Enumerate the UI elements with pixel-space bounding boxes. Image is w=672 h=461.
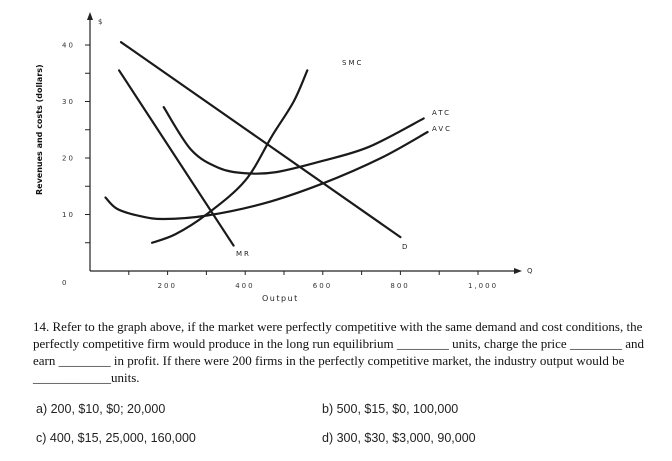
x-tick-label-200: 200 xyxy=(158,282,177,290)
x-axis-title: Output xyxy=(262,294,299,303)
chart-labels: $ Q Output Revenues and costs (dollars) SMC A… xyxy=(35,18,535,303)
question-text: 14. Refer to the graph above, if the mar… xyxy=(33,319,644,385)
x-tick-label-600: 600 xyxy=(313,282,332,290)
answer-option-b[interactable]: b) 500, $15, $0, 100,000 xyxy=(322,402,459,416)
answer-option-c[interactable]: c) 400, $15, 25,000, 160,000 xyxy=(36,431,196,445)
y-tick-label-10: 10 xyxy=(62,211,75,219)
y-tick-label-0: 0 xyxy=(62,279,68,287)
curve-avc xyxy=(104,130,429,221)
curve-label-d: D xyxy=(402,243,409,251)
x-axis-symbol: Q xyxy=(527,267,535,275)
y-axis-title: Revenues and costs (dollars) xyxy=(35,64,44,195)
chart-axes xyxy=(87,12,522,274)
cost-revenue-chart: 0 10 20 30 40 200 400 600 800 1,000 $ Q Output Reven… xyxy=(35,12,535,303)
curve-mr xyxy=(118,69,235,247)
answer-option-a[interactable]: a) 200, $10, $0; 20,000 xyxy=(36,402,166,416)
curve-smc xyxy=(150,69,309,244)
curve-d xyxy=(119,41,402,239)
y-axis-symbol: $ xyxy=(98,18,104,26)
chart-curves xyxy=(104,41,429,247)
curve-label-mr: MR xyxy=(236,250,251,258)
curve-label-atc: ATC xyxy=(432,109,451,117)
answer-option-d[interactable]: d) 300, $30, $3,000, 90,000 xyxy=(322,431,476,445)
x-tick-label-1,000: 1,000 xyxy=(468,282,498,290)
curve-atc xyxy=(162,106,425,175)
y-tick-label-20: 20 xyxy=(62,155,75,163)
y-tick-label-30: 30 xyxy=(62,98,75,106)
x-tick-label-400: 400 xyxy=(235,282,254,290)
y-axis-arrow xyxy=(87,12,93,20)
curve-label-avc: AVC xyxy=(432,125,452,133)
x-tick-label-800: 800 xyxy=(390,282,409,290)
chart-ticks: 0 10 20 30 40 200 400 600 800 1,000 xyxy=(62,42,498,291)
y-tick-label-40: 40 xyxy=(62,42,75,50)
curve-label-smc: SMC xyxy=(342,59,363,67)
x-axis-arrow xyxy=(514,268,522,274)
